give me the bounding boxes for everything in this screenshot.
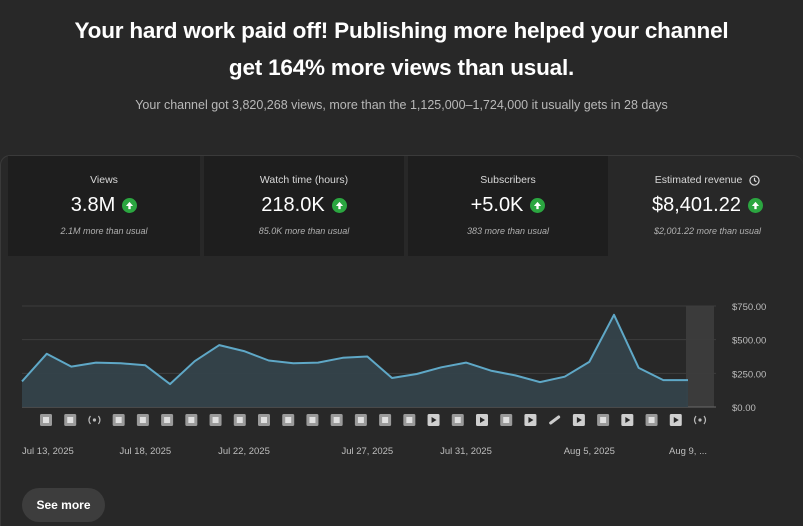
thumbnail-glyph xyxy=(357,417,364,423)
arrow-up-icon xyxy=(331,198,347,213)
thumbnail-glyph xyxy=(43,417,49,423)
clock-icon[interactable] xyxy=(749,175,760,186)
metric-card-revenue[interactable]: Estimated revenue $8,401.22 $2,001.22 mo… xyxy=(612,156,803,256)
subline: Your channel got 3,820,268 views, more t… xyxy=(135,98,668,112)
thumbnail-glyph xyxy=(139,417,146,423)
revenue-chart[interactable]: $0.00 $250.00 $500.00 $750.00 Jul 13, 2025 Ju… xyxy=(0,256,803,466)
link-icon[interactable] xyxy=(549,415,561,425)
metric-card-watch-time[interactable]: Watch time (hours) 218.0K 85.0K more tha… xyxy=(204,156,404,256)
thumbnail-glyph xyxy=(115,417,122,423)
metric-label: Watch time (hours) xyxy=(259,174,349,186)
metric-label: Estimated revenue xyxy=(654,174,743,186)
headline: Your hard work paid off! Publishing more… xyxy=(0,12,803,86)
y-tick-label: $250.00 xyxy=(732,369,766,380)
y-tick-label: $500.00 xyxy=(732,336,766,347)
thumbnail-glyph xyxy=(600,417,607,423)
thumbnail-glyph xyxy=(164,417,171,423)
play-icon xyxy=(673,417,679,423)
revenue-line[interactable] xyxy=(21,313,688,386)
arrow-up-icon xyxy=(747,198,763,213)
thumbnail-glyph xyxy=(212,417,219,423)
revenue-area xyxy=(22,314,688,407)
headline-line-1: Your hard work paid off! Publishing more… xyxy=(74,18,729,43)
live-icon[interactable] xyxy=(693,415,707,425)
thumbnail-glyph xyxy=(406,417,413,423)
thumbnail-glyph xyxy=(382,417,389,423)
play-icon xyxy=(576,417,582,423)
metric-label: Subscribers xyxy=(480,174,536,186)
thumbnail-glyph xyxy=(261,417,267,423)
x-tick-label: Jul 18, 2025 xyxy=(119,446,171,457)
live-icon[interactable] xyxy=(92,418,97,422)
x-tick-label: Jul 22, 2025 xyxy=(218,446,270,457)
metric-label: Views xyxy=(90,174,118,186)
thumbnail-glyph xyxy=(454,417,461,423)
x-tick-label: Aug 9, ... xyxy=(669,446,707,457)
play-icon xyxy=(480,417,485,423)
arrow-up-icon xyxy=(530,198,546,213)
x-tick-label: Jul 13, 2025 xyxy=(22,446,74,457)
x-tick-label: Jul 31, 2025 xyxy=(440,446,492,457)
current-day-band xyxy=(686,306,714,407)
thumbnail-glyph xyxy=(67,417,74,423)
metric-note: $2,001.22 more than usual xyxy=(653,226,762,236)
live-icon[interactable] xyxy=(698,418,702,422)
play-icon xyxy=(528,417,534,423)
metric-note: 2.1M more than usual xyxy=(60,226,148,236)
x-tick-label: Jul 27, 2025 xyxy=(341,446,393,457)
thumbnail-glyph xyxy=(648,417,655,423)
play-icon xyxy=(431,417,437,423)
metric-value: 3.8M xyxy=(70,194,116,216)
y-tick-label: $0.00 xyxy=(732,403,756,414)
metric-value: $8,401.22 xyxy=(652,194,741,216)
metric-card-subscribers[interactable]: Subscribers +5.0K 383 more than usual xyxy=(408,156,608,256)
thumbnail-glyph xyxy=(309,417,316,423)
play-icon xyxy=(625,417,631,423)
thumbnail-glyph xyxy=(285,417,292,423)
thumbnail-glyph xyxy=(333,417,340,423)
metric-cards: Views 3.8M 2.1M more than usual Watch ti… xyxy=(0,156,803,256)
arrow-up-icon xyxy=(122,198,138,213)
y-tick-label: $750.00 xyxy=(732,302,766,313)
metric-value: 218.0K xyxy=(261,194,325,216)
metric-value: +5.0K xyxy=(470,194,524,216)
thumbnail-glyph xyxy=(503,417,510,423)
headline-line-2: get 164% more views than usual. xyxy=(228,55,575,80)
live-icon[interactable] xyxy=(88,415,101,425)
x-tick-label: Aug 5, 2025 xyxy=(564,446,615,457)
metric-note: 85.0K more than usual xyxy=(258,226,350,236)
metric-card-views[interactable]: Views 3.8M 2.1M more than usual xyxy=(8,156,200,256)
metric-note: 383 more than usual xyxy=(466,226,550,236)
thumbnail-glyph xyxy=(188,417,195,423)
thumbnail-glyph xyxy=(236,417,243,423)
see-more-button[interactable]: See more xyxy=(22,488,105,522)
